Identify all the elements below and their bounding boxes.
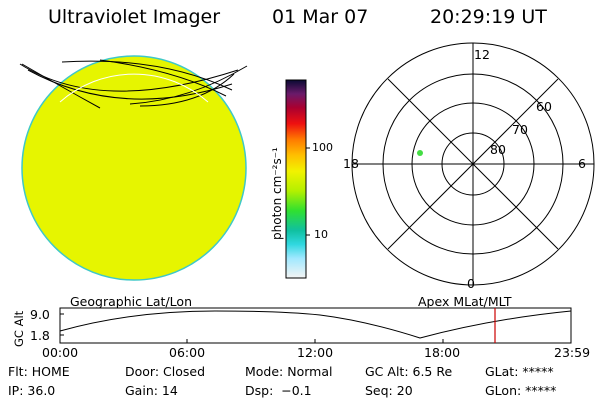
geographic-image [19,55,248,281]
altitude-y-max: 9.0 [30,307,50,322]
geographic-coords-title: Geographic Lat/Lon [70,294,192,309]
apex-coords-title: Apex MLat/MLT [418,294,512,309]
altitude-curve [59,310,572,339]
mlt-label-0: 0 [467,276,475,291]
mlt-label-18: 18 [343,156,359,171]
status-mode: Mode: Normal [245,364,333,379]
status-filter: Flt: HOME [8,364,70,379]
altitude-plot-frame [59,307,572,344]
status-dsp: Dsp: −0.1 [245,383,312,398]
status-glon: GLon: ***** [485,383,557,398]
polar-plot [351,42,595,286]
earth-disk [21,55,247,281]
time-tick-1800: 18:00 [424,345,461,360]
altitude-y-min: 1.8 [30,328,50,343]
status-door: Door: Closed [125,364,206,379]
limb-highlight [59,73,209,103]
mlat-label-60: 60 [536,99,552,114]
colorbar-gradient [285,79,307,279]
time-tick-2359: 23:59 [554,345,591,360]
colorbar [285,79,310,279]
geographic-grid-lines [19,59,248,109]
colorbar-unit-label: photon cm⁻²s⁻¹ [270,147,284,240]
header-time: 20:29:19 UT [430,6,547,28]
mlt-label-6: 6 [578,156,586,171]
satellite-marker [417,150,423,156]
time-tick-0000: 00:00 [42,345,79,360]
mlat-label-80: 80 [490,142,506,157]
header-date: 01 Mar 07 [272,6,369,28]
status-gc-alt: GC Alt: 6.5 Re [365,364,453,379]
altitude-timeline [59,307,572,344]
colorbar-tick-10: 10 [314,228,328,241]
status-gain: Gain: 14 [125,383,178,398]
status-ip: IP: 36.0 [8,383,56,398]
time-tick-0600: 06:00 [169,345,206,360]
mlt-label-12: 12 [474,47,490,62]
time-tick-1200: 12:00 [297,345,334,360]
mlat-label-70: 70 [512,122,528,137]
colorbar-tick-100: 100 [312,141,333,154]
instrument-title: Ultraviolet Imager [48,6,221,28]
status-glat: GLat: ***** [485,364,554,379]
status-seq: Seq: 20 [365,383,413,398]
